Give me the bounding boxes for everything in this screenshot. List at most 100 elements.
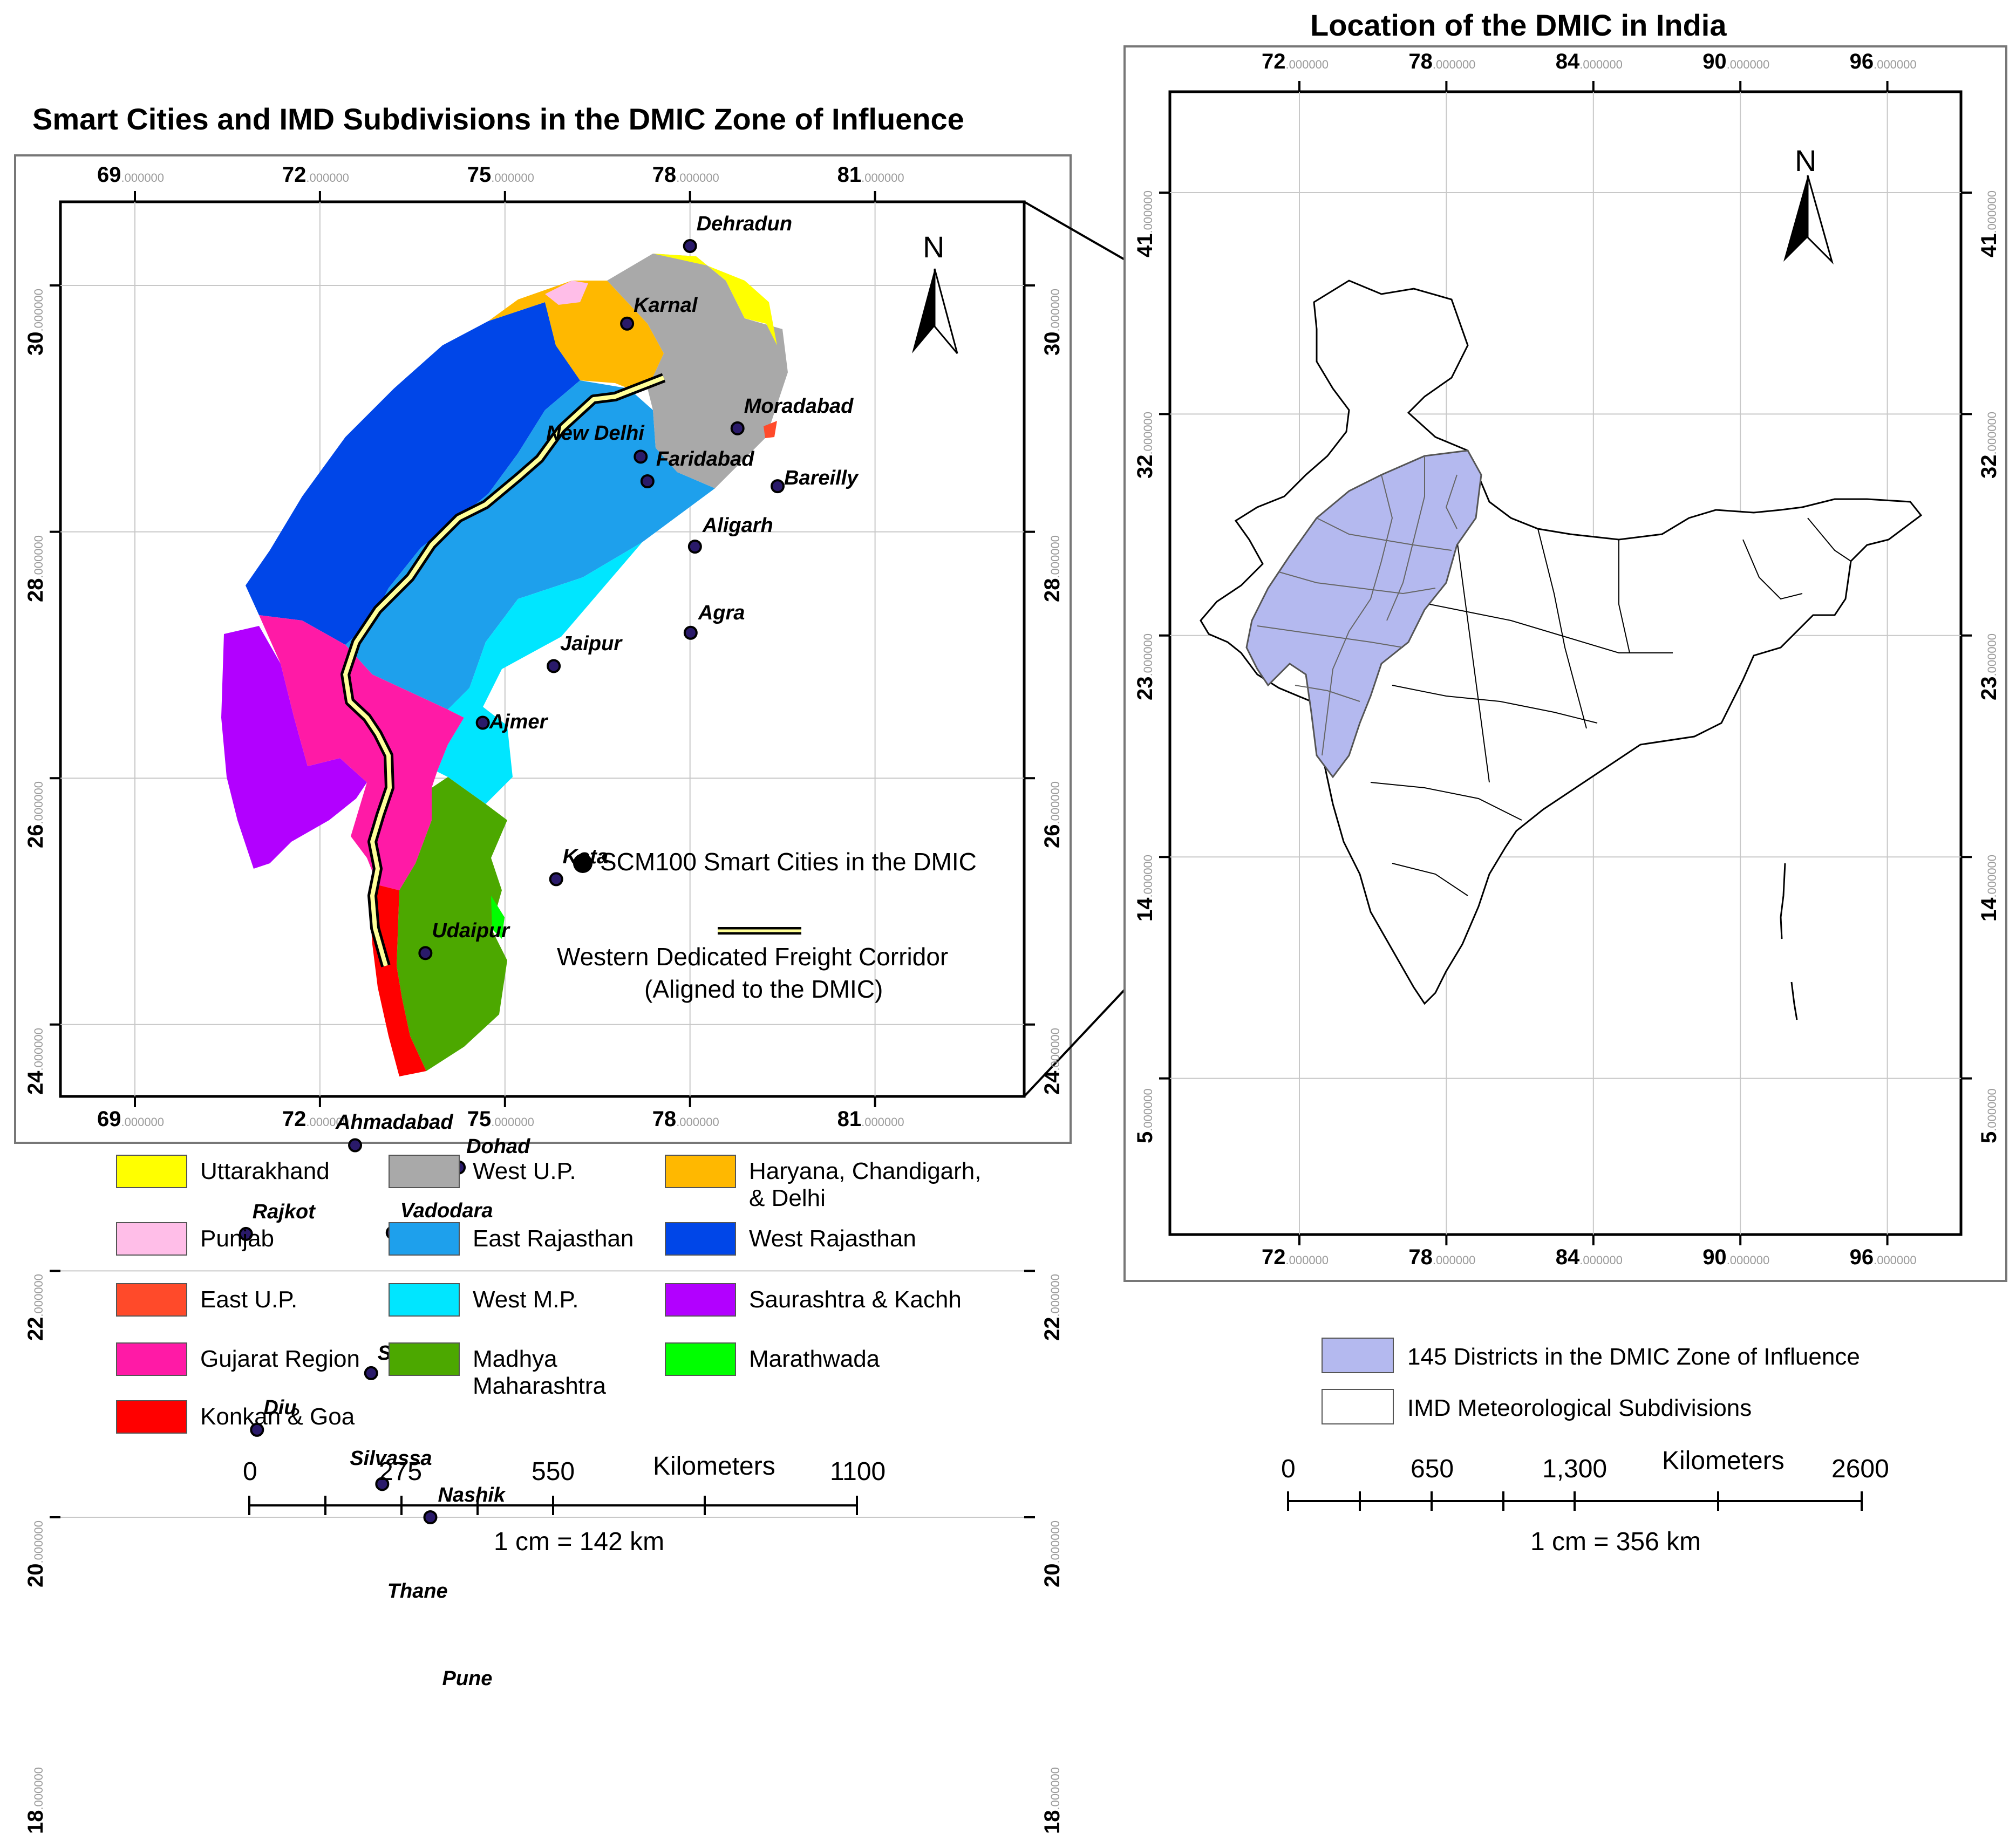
left-lon-top-tick-label: 75.000000 — [467, 163, 534, 187]
legend-label: Uttarakhand — [200, 1158, 330, 1184]
left-lat-left-tick-degrees: 18 — [24, 1810, 47, 1834]
legend-swatch — [116, 1222, 187, 1256]
left-lat-left-tick-degrees: 24 — [24, 1071, 47, 1095]
left-lon-top-tick-label: 81.000000 — [837, 163, 904, 187]
legend-swatch — [389, 1342, 460, 1376]
legend-item: Uttarakhand — [116, 1155, 373, 1188]
legend-item: Punjab — [116, 1222, 373, 1256]
city-label: Faridabad — [656, 447, 754, 471]
left-lon-bottom-tick-decimals: .000000 — [676, 1115, 719, 1129]
right-scale-label-2600: 2600 — [1831, 1455, 1889, 1483]
city-marker — [418, 946, 433, 960]
left-lon-top-tick-degrees: 72 — [282, 163, 307, 187]
left-lat-right-tick-label: 26.000000 — [1040, 781, 1065, 848]
city-label: Ajmer — [489, 711, 548, 734]
legend-label: West U.P. — [473, 1158, 576, 1184]
right-lat-right-tick-degrees: 23 — [1977, 676, 2001, 700]
city-marker — [348, 1138, 363, 1153]
city-marker — [687, 539, 702, 554]
legend-item: Marathwada — [665, 1342, 1003, 1376]
left-lon-top-tick-decimals: .000000 — [306, 171, 349, 185]
region-west-rajasthan — [246, 302, 580, 645]
legend-label: East U.P. — [200, 1286, 298, 1313]
left-lat-right-tick-degrees: 24 — [1040, 1071, 1064, 1095]
left-lat-left-tick-decimals: .000000 — [32, 1027, 45, 1071]
right-legend-label-dmic: 145 Districts in the DMIC Zone of Influe… — [1407, 1344, 1860, 1370]
left-lat-right-tick-degrees: 22 — [1040, 1317, 1064, 1341]
city-marker — [771, 479, 785, 494]
right-lon-top-tick-label: 96.000000 — [1850, 50, 1917, 74]
left-lat-right-tick-label: 30.000000 — [1040, 289, 1065, 356]
left-lat-left-tick-label: 18.000000 — [24, 1767, 48, 1834]
city-marker — [683, 625, 698, 640]
left-lon-bottom-tick-degrees: 78 — [652, 1107, 677, 1131]
right-lon-top-tick-decimals: .000000 — [1579, 58, 1623, 71]
left-lon-top-tick-decimals: .000000 — [676, 171, 719, 185]
left-lat-right-tick-label: 22.000000 — [1040, 1274, 1065, 1341]
right-north-arrow — [1783, 175, 1834, 265]
left-lon-top-tick-label: 78.000000 — [652, 163, 719, 187]
legend-label: Konkan & Goa — [200, 1403, 355, 1430]
right-lon-bottom-tick-degrees: 96 — [1849, 1245, 1874, 1269]
right-lon-bottom-tick-label: 84.000000 — [1556, 1245, 1623, 1270]
left-lat-right-tick-label: 28.000000 — [1040, 535, 1065, 602]
right-lat-right-tick-label: 5.000000 — [1977, 1088, 2001, 1143]
maps-canvas — [14, 45, 2007, 1524]
left-lat-left-tick-decimals: .000000 — [32, 1274, 45, 1317]
left-lon-bottom-tick-decimals: .000000 — [861, 1115, 904, 1129]
smart-cities-legend-label: SCM100 Smart Cities in the DMIC — [600, 848, 977, 876]
right-lon-bottom-tick-label: 78.000000 — [1408, 1245, 1475, 1270]
left-lat-right-tick-label: 18.000000 — [1040, 1767, 1065, 1834]
right-lat-left-tick-decimals: .000000 — [1141, 412, 1155, 455]
left-lat-left-tick-label: 20.000000 — [24, 1521, 48, 1587]
city-marker — [375, 1477, 390, 1491]
city-label: Thane — [387, 1580, 448, 1603]
right-lat-left-tick-label: 32.000000 — [1133, 412, 1157, 479]
left-lat-left-tick-decimals: .000000 — [32, 1520, 45, 1564]
right-lon-top-tick-degrees: 84 — [1555, 50, 1580, 73]
right-lat-left-tick-degrees: 41 — [1133, 233, 1157, 258]
right-lon-bottom-tick-decimals: .000000 — [1579, 1253, 1623, 1267]
legend-label: Saurashtra & Kachh — [749, 1286, 962, 1313]
left-lat-right-tick-decimals: .000000 — [1048, 1274, 1062, 1317]
legend-swatch — [116, 1283, 187, 1317]
legend-label: Madhya Maharashtra — [473, 1346, 607, 1399]
left-lon-bottom-tick-decimals: .000000 — [491, 1115, 534, 1129]
left-lat-right-tick-decimals: .000000 — [1048, 1767, 1062, 1810]
city-label: Rajkot — [252, 1200, 315, 1223]
dmic-zone-districts — [1245, 449, 1482, 779]
legend-swatch — [116, 1400, 187, 1434]
right-lat-right-tick-degrees: 32 — [1977, 454, 2001, 479]
city-marker — [547, 659, 561, 673]
right-lon-top-tick-label: 72.000000 — [1262, 50, 1329, 74]
left-lon-top-tick-decimals: .000000 — [121, 171, 165, 185]
region-konkan-goa — [370, 885, 426, 1076]
legend-swatch — [389, 1283, 460, 1317]
right-lon-bottom-tick-decimals: .000000 — [1285, 1253, 1329, 1267]
city-label: Diu — [263, 1396, 297, 1419]
left-scale-label-550: 550 — [532, 1457, 575, 1486]
right-legend-swatch-imd — [1322, 1389, 1394, 1424]
right-lat-right-tick-label: 41.000000 — [1977, 190, 2001, 257]
right-lat-right-tick-decimals: .000000 — [1985, 1088, 1999, 1131]
left-lat-right-tick-degrees: 28 — [1040, 578, 1064, 602]
left-lon-top-tick-label: 69.000000 — [97, 163, 164, 187]
region-east-rajasthan — [345, 380, 715, 710]
legend-item: Konkan & Goa — [116, 1400, 373, 1434]
region-west-mp — [437, 542, 642, 804]
right-lon-bottom-tick-label: 72.000000 — [1262, 1245, 1329, 1270]
right-lon-bottom-tick-degrees: 84 — [1555, 1245, 1580, 1269]
left-lat-left-tick-label: 26.000000 — [24, 781, 48, 848]
region-madhya-maharashtra — [397, 777, 507, 1071]
left-lon-top-tick-degrees: 69 — [97, 163, 121, 187]
right-lon-bottom-tick-decimals: .000000 — [1726, 1253, 1770, 1267]
right-lon-top-tick-decimals: .000000 — [1432, 58, 1476, 71]
right-lon-bottom-tick-label: 90.000000 — [1702, 1245, 1769, 1270]
city-label: Moradabad — [744, 394, 854, 418]
right-lon-bottom-tick-label: 96.000000 — [1850, 1245, 1917, 1270]
city-label: Silvassa — [350, 1447, 432, 1470]
right-scale-bar — [1287, 1491, 1863, 1511]
left-lat-left-tick-decimals: .000000 — [32, 1767, 45, 1810]
india-outline — [1200, 279, 1923, 1005]
city-marker — [620, 316, 635, 331]
